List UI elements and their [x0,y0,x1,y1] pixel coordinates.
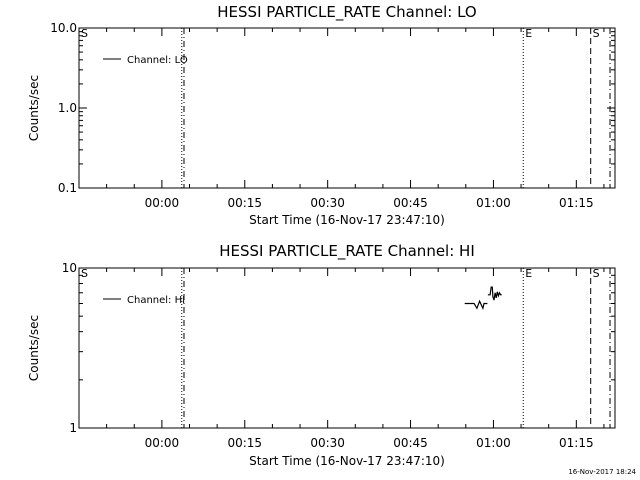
plot-frame [78,267,616,429]
x-tick-label: 00:00 [145,436,180,450]
event-marker-label: S [81,267,88,280]
x-tick-label: 00:15 [227,436,262,450]
x-tick-label: 00:30 [310,196,345,210]
legend-entry: Channel: LO [127,55,188,66]
panel-hi: HESSI PARTICLE_RATE Channel: HI 00:00 00:1… [27,242,616,468]
legend-entry: Channel: HI [127,295,185,306]
y-tick-label: 1.0 [58,101,77,115]
plot-frame [78,27,616,189]
x-axis-label: Start Time (16-Nov-17 23:47:10) [249,213,445,227]
y-tick-label: 10.0 [50,21,77,35]
event-marker-label: S [81,27,88,40]
series-line [464,299,488,311]
y-tick-label: 10 [62,261,77,275]
timestamp: 16-Nov-2017 18:24 [568,468,636,476]
x-tick-label: 00:30 [310,436,345,450]
y-axis-label: Counts/sec [27,75,41,141]
x-tick-label: 00:15 [227,196,262,210]
x-tick-label: 00:45 [393,196,428,210]
chart-title: HESSI PARTICLE_RATE Channel: HI [219,242,475,261]
chart-title: HESSI PARTICLE_RATE Channel: LO [217,3,476,22]
event-marker-label: S [593,267,600,280]
event-marker-label: E [525,27,532,40]
event-marker-label: E [525,267,532,280]
event-marker-label: S [593,27,600,40]
y-axis-label: Counts/sec [27,315,41,381]
x-tick-label: 01:15 [559,196,594,210]
x-axis-label: Start Time (16-Nov-17 23:47:10) [249,454,445,468]
x-tick-label: 01:15 [559,436,594,450]
x-tick-label: 00:00 [145,196,180,210]
y-tick-label: 0.1 [58,181,77,195]
y-tick-label: 1 [69,421,77,435]
x-tick-label: 00:45 [393,436,428,450]
series-line [487,286,502,301]
x-tick-label: 01:00 [476,436,511,450]
x-tick-label: 01:00 [476,196,511,210]
panel-lo: HESSI PARTICLE_RATE Channel: LO 00:00 00:1… [27,3,616,227]
